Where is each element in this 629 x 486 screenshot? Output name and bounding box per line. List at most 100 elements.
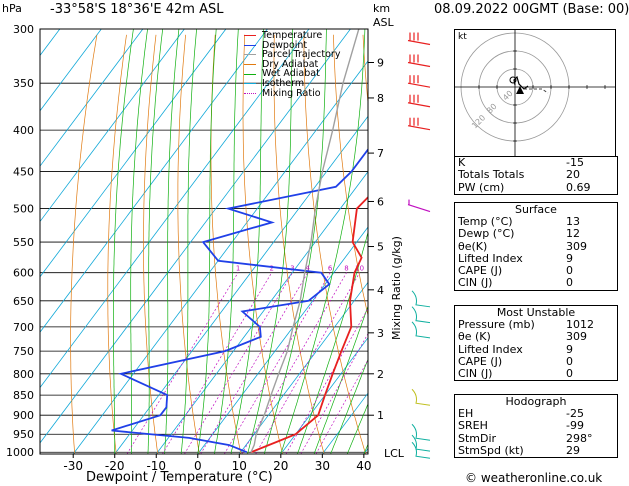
wet-adiabat-line (147, 29, 164, 454)
km-tick-label: 2 (377, 368, 384, 381)
surface-table: Surface Temp (°C) 13 Dewp (°C) 12 θe(K) 309… (454, 202, 618, 291)
datetime-title: 08.09.2022 00GMT (Base: 00) (434, 2, 629, 17)
most-unstable-table: Most Unstable Pressure (mb) 1012 θe (K) 30… (454, 305, 618, 382)
legend-label: Parcel Trajectory (262, 49, 341, 61)
wind-barb-icon (411, 441, 431, 459)
mu-row: Pressure (mb) 1012 (458, 318, 594, 331)
asl-unit-label: ASL (373, 16, 394, 29)
x-tick-label: 30 (315, 459, 330, 473)
mixing-ratio-line (255, 272, 360, 454)
wind-barb-icon (411, 434, 431, 452)
pressure-tick-label: 1000 (6, 446, 34, 459)
index-row-pw: PW (cm) 0.69 (458, 180, 591, 194)
wind-barb-icon (407, 61, 431, 68)
hodo-row: StmSpd (kt) 29 (458, 443, 580, 457)
surface-row: Temp (°C) 13 (458, 215, 580, 228)
wet-adiabat-line (113, 29, 134, 454)
pressure-tick-label: 950 (13, 428, 34, 441)
location-title: -33°58'S 18°36'E 42m ASL (50, 2, 224, 17)
mixing-ratio-label: 1 (236, 265, 240, 273)
x-axis-label: Dewpoint / Temperature (°C) (86, 470, 273, 485)
dry-adiabat-line (210, 34, 242, 454)
pressure-tick-label: 350 (13, 77, 34, 90)
surface-row: Lifted Index 9 (458, 251, 573, 265)
wind-barb-icon (411, 321, 431, 339)
wind-barbs (407, 32, 431, 459)
x-tick-label: 0 (194, 459, 202, 473)
dry-adiabat-line (333, 34, 368, 318)
wind-barb-icon (411, 423, 431, 441)
pressure-tick-label: 300 (13, 23, 34, 36)
surface-title: Surface (515, 203, 557, 216)
mu-row: CAPE (J) 0 (458, 354, 573, 368)
hpa-unit-label: hPa (2, 2, 22, 15)
legend-swatch (244, 73, 256, 75)
wet-adiabat-line (164, 29, 180, 454)
hodograph-stats-title: Hodograph (505, 395, 567, 408)
wind-barb-icon (407, 102, 431, 108)
km-tick-label: 7 (377, 147, 384, 160)
wet-adiabat-line (313, 305, 368, 454)
isotherm-line (280, 337, 368, 454)
isotherm-line (40, 29, 310, 389)
pressure-tick-label: 500 (13, 203, 34, 216)
series-line-dewpoint (111, 147, 368, 454)
x-tick-label: -20 (105, 459, 125, 473)
index-row-k: K -15 (458, 156, 584, 169)
background-lines (40, 29, 368, 454)
most-unstable-title: Most Unstable (496, 306, 576, 319)
legend-swatch (244, 54, 256, 56)
dry-adiabat-line (177, 34, 200, 454)
legend-item: Parcel Trajectory (244, 50, 384, 60)
copyright-footer: © weatheronline.co.uk (465, 471, 603, 485)
mu-row: CIN (J) 0 (458, 367, 573, 381)
wind-barb-icon (407, 125, 431, 131)
x-tick-label: 10 (232, 459, 247, 473)
mixing-ratio-label: 8 (344, 265, 348, 273)
legend-label: Mixing Ratio (262, 87, 321, 99)
x-tick-label: 20 (273, 459, 288, 473)
x-tick-label: 40 (356, 459, 371, 473)
isotherm-line (238, 281, 368, 454)
isotherm-line (40, 29, 102, 112)
wet-adiabat-line (297, 231, 368, 454)
legend-item: Temperature (244, 31, 384, 41)
legend-item: Wet Adiabat (244, 69, 384, 79)
wind-barb-icon (411, 290, 431, 308)
legend-swatch (244, 64, 256, 66)
pressure-tick-label: 700 (13, 321, 34, 334)
legend-swatch (244, 83, 256, 85)
pressure-tick-label: 800 (13, 368, 34, 381)
indices-table: K -15 Totals Totals 20 PW (cm) 0.69 (454, 156, 618, 195)
legend: Temperature Dewpoint Parcel Trajectory Dry … (244, 31, 384, 98)
isotherm-line (40, 29, 268, 333)
legend-item: Dewpoint (244, 40, 384, 51)
legend-label: Temperature (262, 30, 323, 41)
mixing-ratio-label: 4 (306, 265, 311, 273)
mixing-ratio-line (162, 272, 272, 454)
pressure-tick-label: 600 (13, 267, 34, 280)
hodograph: kt 120 80 40 (454, 29, 616, 157)
legend-swatch (244, 92, 256, 94)
km-unit-label: km (373, 2, 391, 15)
km-tick-label: 8 (377, 92, 384, 105)
mixing-ratio-label: 10 (355, 265, 364, 273)
km-tick-label: 5 (377, 241, 384, 254)
wind-barb-icon (411, 306, 431, 324)
surface-row: CAPE (J) 0 (458, 264, 573, 278)
wind-barb-icon (407, 204, 431, 213)
wet-adiabat-line (230, 29, 264, 454)
dry-adiabat-line (107, 34, 127, 454)
mixing-ratio-line (241, 272, 347, 454)
mixing-ratio-axis-label: Mixing Ratio (g/kg) (390, 236, 403, 340)
pressure-tick-label: 550 (13, 236, 34, 249)
mixing-ratio-line (300, 332, 368, 454)
dry-adiabat-line (143, 34, 159, 454)
surface-row: θe(K) 309 (458, 239, 587, 253)
mixing-ratio-line (184, 272, 293, 454)
wet-adiabat-line (180, 29, 197, 454)
km-tick-label: 9 (377, 57, 384, 70)
pressure-tick-label: 400 (13, 124, 34, 137)
mixing-ratio-line (200, 272, 309, 454)
x-tick-label: -10 (146, 459, 166, 473)
